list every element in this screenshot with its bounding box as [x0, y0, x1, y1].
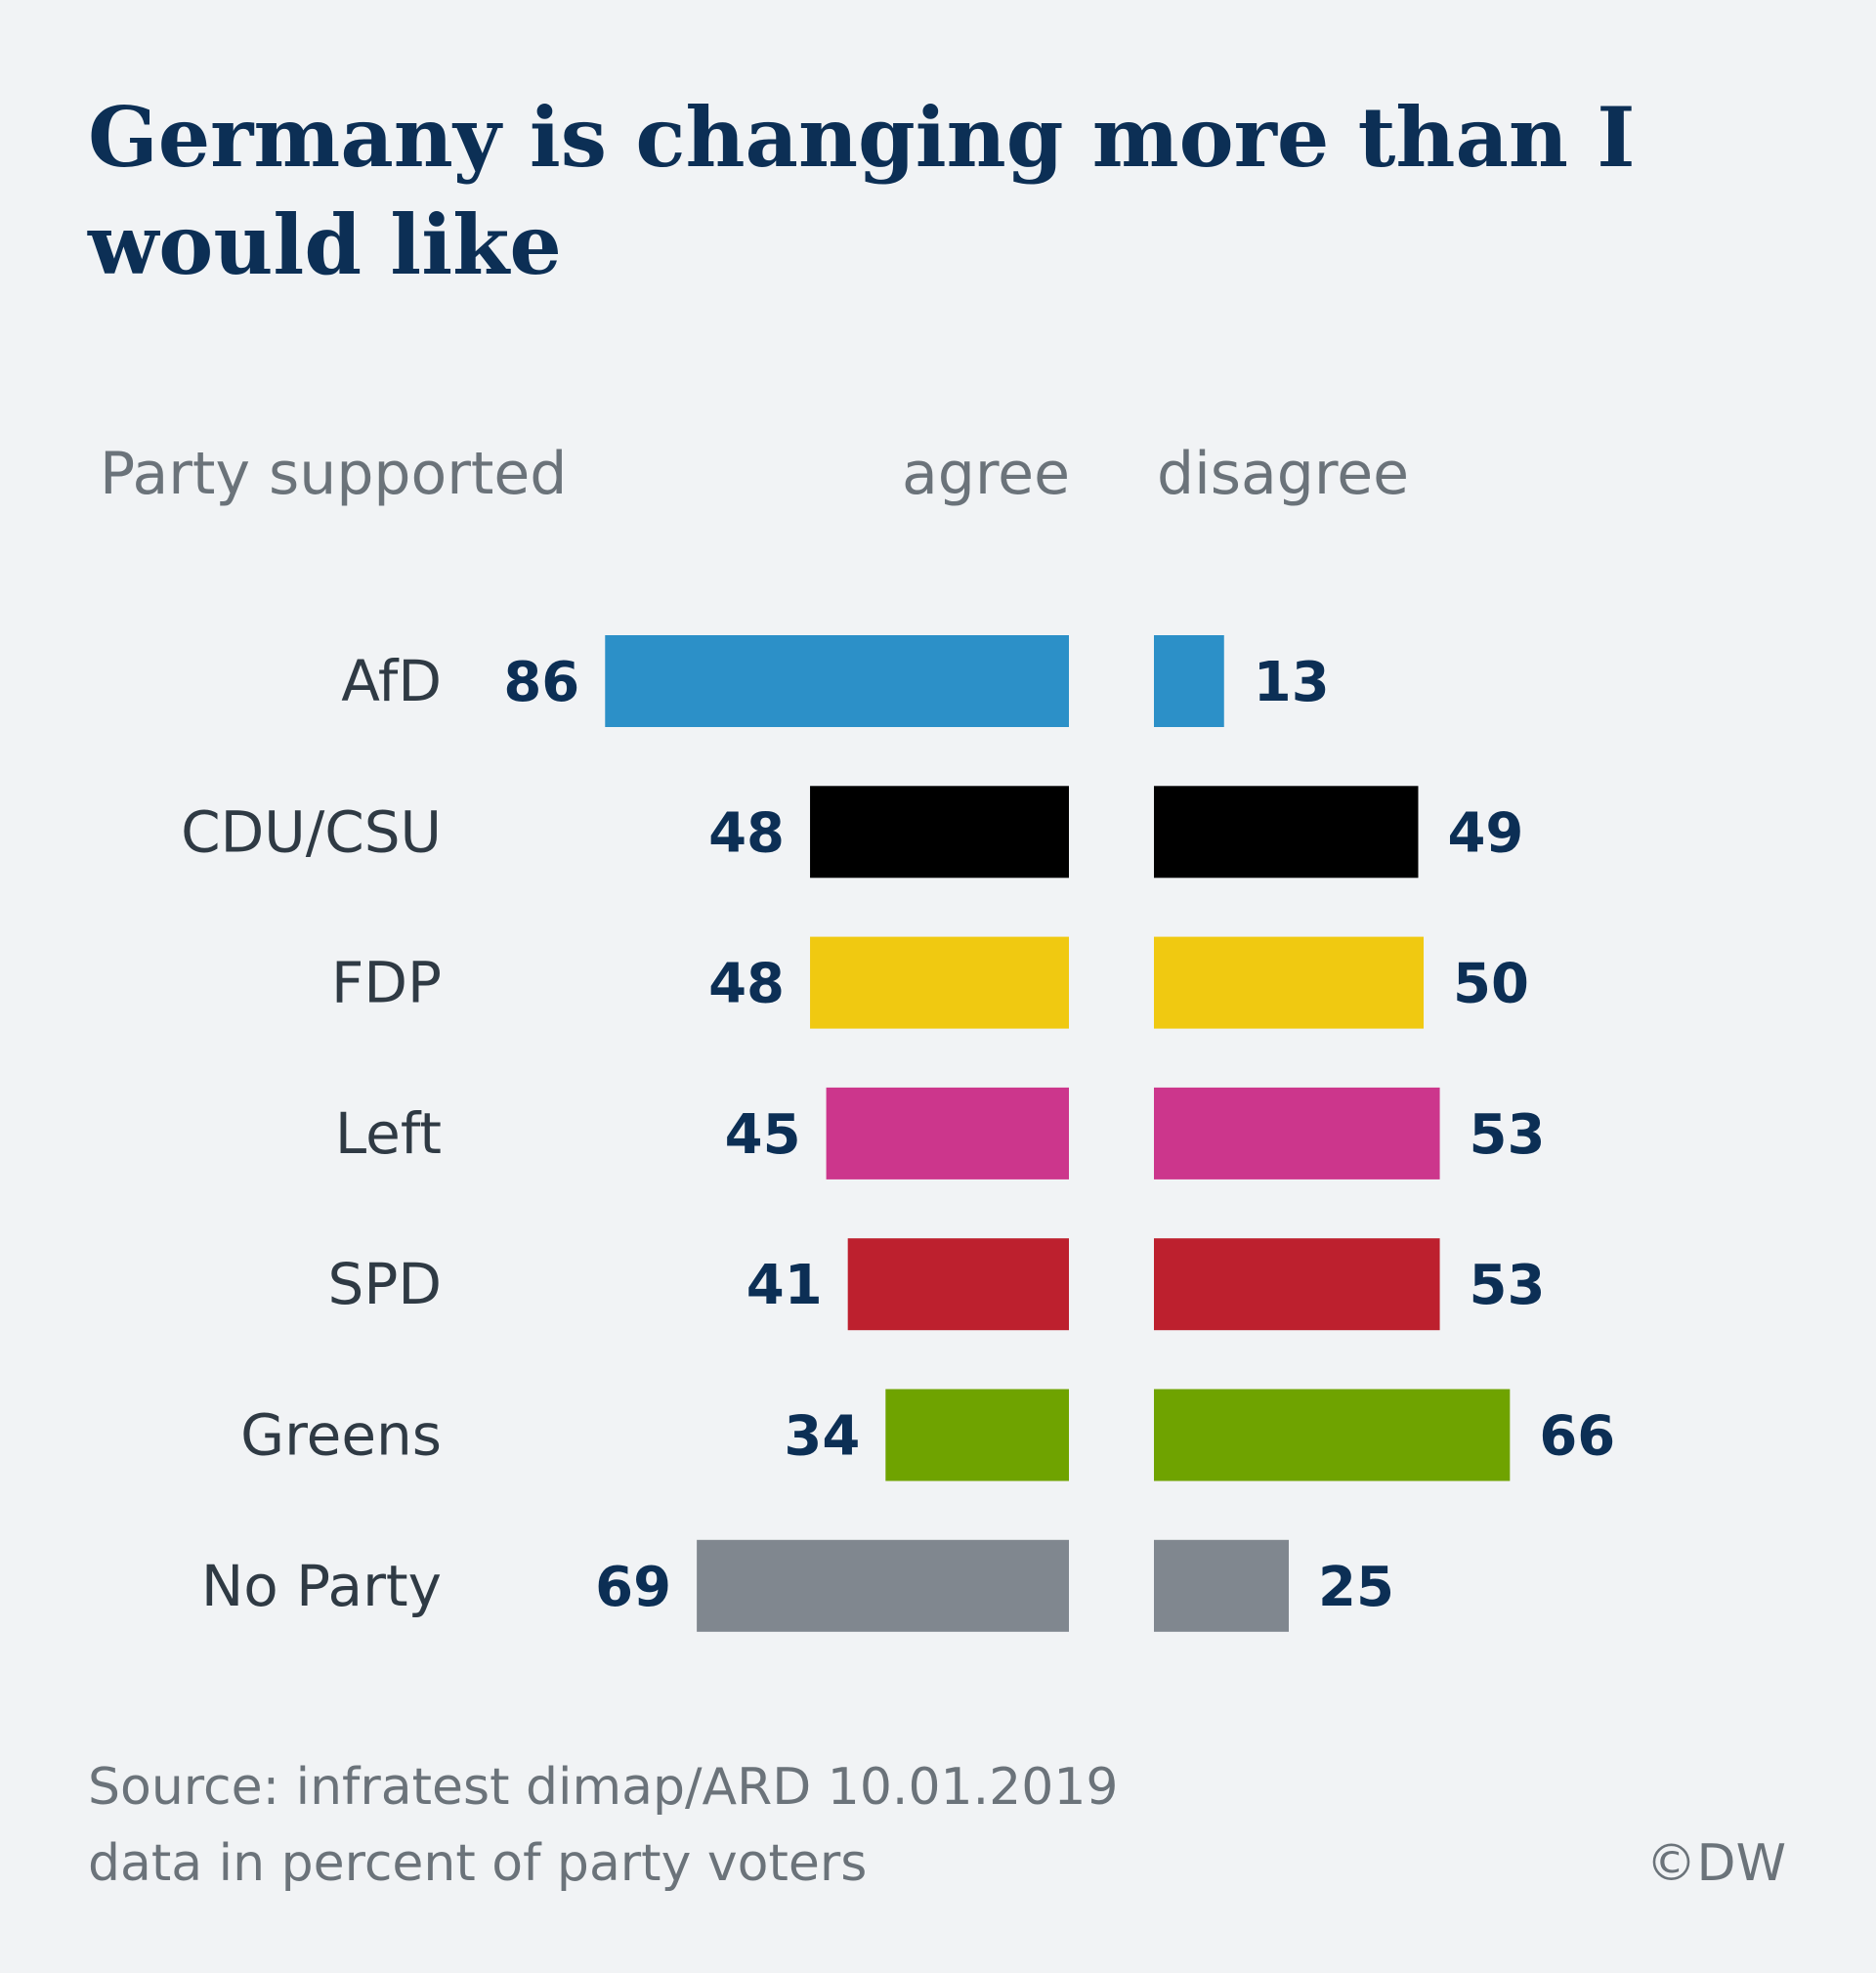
agree-bar-fdp	[810, 936, 1069, 1029]
category-header: Party supported	[100, 440, 567, 508]
category-label-spd: SPD	[328, 1251, 442, 1317]
disagree-bar-afd	[1154, 635, 1224, 727]
disagree-value-afd: 13	[1254, 651, 1330, 714]
agree-bar-no-party	[697, 1539, 1069, 1632]
credit-label: ©DW	[1646, 1834, 1786, 1893]
disagree-value-fdp: 50	[1453, 953, 1529, 1016]
category-label-no-party: No Party	[201, 1553, 442, 1619]
source-line-1: Source: infratest dimap/ARD 10.01.2019	[88, 1758, 1119, 1817]
bars-group: AfD 86 13 CDU/CSU 48 49 FDP 48 50 Left 45 53 SPD 41 53…	[181, 635, 1615, 1632]
category-label-afd: AfD	[341, 648, 442, 714]
disagree-bar-greens	[1154, 1389, 1511, 1481]
disagree-bar-cdu-csu	[1154, 786, 1419, 879]
chart-title-line-1: Germany is changing more than I	[88, 89, 1636, 186]
category-label-left: Left	[335, 1100, 442, 1167]
agree-value-spd: 41	[746, 1254, 823, 1317]
agree-value-left: 45	[725, 1103, 801, 1167]
agree-value-greens: 34	[784, 1405, 860, 1469]
disagree-value-left: 53	[1470, 1103, 1546, 1167]
agree-value-fdp: 48	[708, 953, 785, 1016]
category-label-fdp: FDP	[331, 950, 442, 1016]
disagree-bar-left	[1154, 1087, 1440, 1180]
source-line-2: data in percent of party voters	[88, 1834, 867, 1893]
agree-value-cdu-csu: 48	[708, 801, 785, 865]
disagree-value-cdu-csu: 49	[1447, 801, 1523, 865]
chart-title-line-2: would like	[87, 196, 562, 293]
agree-header: agree	[902, 440, 1070, 508]
agree-bar-spd	[847, 1238, 1069, 1331]
disagree-value-greens: 66	[1539, 1405, 1615, 1469]
agree-value-no-party: 69	[595, 1556, 671, 1619]
disagree-value-spd: 53	[1470, 1254, 1546, 1317]
disagree-bar-fdp	[1154, 936, 1424, 1029]
agree-bar-greens	[885, 1389, 1069, 1481]
agree-value-afd: 86	[503, 651, 579, 714]
disagree-bar-spd	[1154, 1238, 1440, 1331]
category-label-cdu-csu: CDU/CSU	[181, 798, 442, 865]
disagree-bar-no-party	[1154, 1539, 1289, 1632]
agree-bar-left	[826, 1087, 1069, 1180]
category-label-greens: Greens	[240, 1402, 442, 1469]
disagree-header: disagree	[1157, 440, 1409, 508]
disagree-value-no-party: 25	[1318, 1556, 1394, 1619]
agree-bar-cdu-csu	[810, 786, 1069, 879]
agree-bar-afd	[605, 635, 1069, 727]
